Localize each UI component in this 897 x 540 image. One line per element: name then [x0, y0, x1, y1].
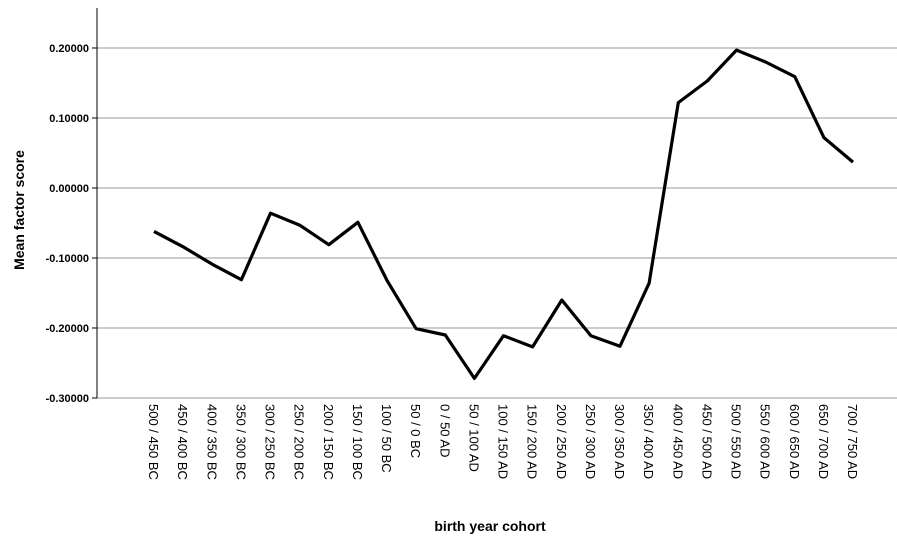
y-tick-label: 0.00000: [49, 183, 89, 195]
y-tick-labels: 0.20000 0.10000 0.00000 -0.10000 -0.20000 -0.…: [46, 43, 89, 405]
x-tick-label: 450 / 400 BC: [175, 404, 190, 480]
x-tick-label: 200 / 250 AD: [554, 404, 569, 479]
y-tick-label: 0.20000: [49, 43, 89, 55]
y-tick-label: -0.30000: [46, 393, 89, 405]
x-tick-label: 250 / 200 BC: [292, 404, 307, 480]
x-tick-label: 400 / 350 BC: [204, 404, 219, 480]
x-tick-label: 350 / 300 BC: [233, 404, 248, 480]
x-tick-label: 250 / 300 AD: [583, 404, 598, 479]
x-tick-label: 50 / 0 BC: [408, 404, 423, 458]
x-axis-label: birth year cohort: [434, 518, 546, 534]
x-tick-label: 650 / 700 AD: [816, 404, 831, 479]
x-tick-label: 500 / 450 BC: [146, 404, 161, 480]
y-tick-label: -0.20000: [46, 323, 89, 335]
x-tick-label: 300 / 250 BC: [263, 404, 278, 480]
x-tick-label: 0 / 50 AD: [437, 404, 452, 457]
x-tick-label: 150 / 200 AD: [525, 404, 540, 479]
y-axis-label: Mean factor score: [11, 150, 27, 270]
x-tick-label: 500 / 550 AD: [729, 404, 744, 479]
x-tick-label: 450 / 500 AD: [699, 404, 714, 479]
gridlines: [92, 47, 897, 399]
x-tick-label: 700 / 750 AD: [845, 404, 860, 479]
x-tick-label: 150 / 100 BC: [350, 404, 365, 480]
x-tick-label: 100 / 50 BC: [379, 404, 394, 473]
x-tick-label: 400 / 450 AD: [670, 404, 685, 479]
x-tick-label: 300 / 350 AD: [612, 404, 627, 479]
x-tick-label: 50 / 100 AD: [466, 404, 481, 472]
x-tick-label: 350 / 400 AD: [641, 404, 656, 479]
y-tick-label: -0.10000: [46, 253, 89, 265]
x-tick-label: 200 / 150 BC: [321, 404, 336, 480]
data-line: [153, 48, 855, 380]
y-tick-label: 0.10000: [49, 113, 89, 125]
x-tick-label: 550 / 600 AD: [758, 404, 773, 479]
x-tick-label: 600 / 650 AD: [787, 404, 802, 479]
x-tick-labels: 500 / 450 BC 450 / 400 BC 400 / 350 BC 350 …: [146, 404, 860, 480]
x-tick-label: 100 / 150 AD: [496, 404, 511, 479]
